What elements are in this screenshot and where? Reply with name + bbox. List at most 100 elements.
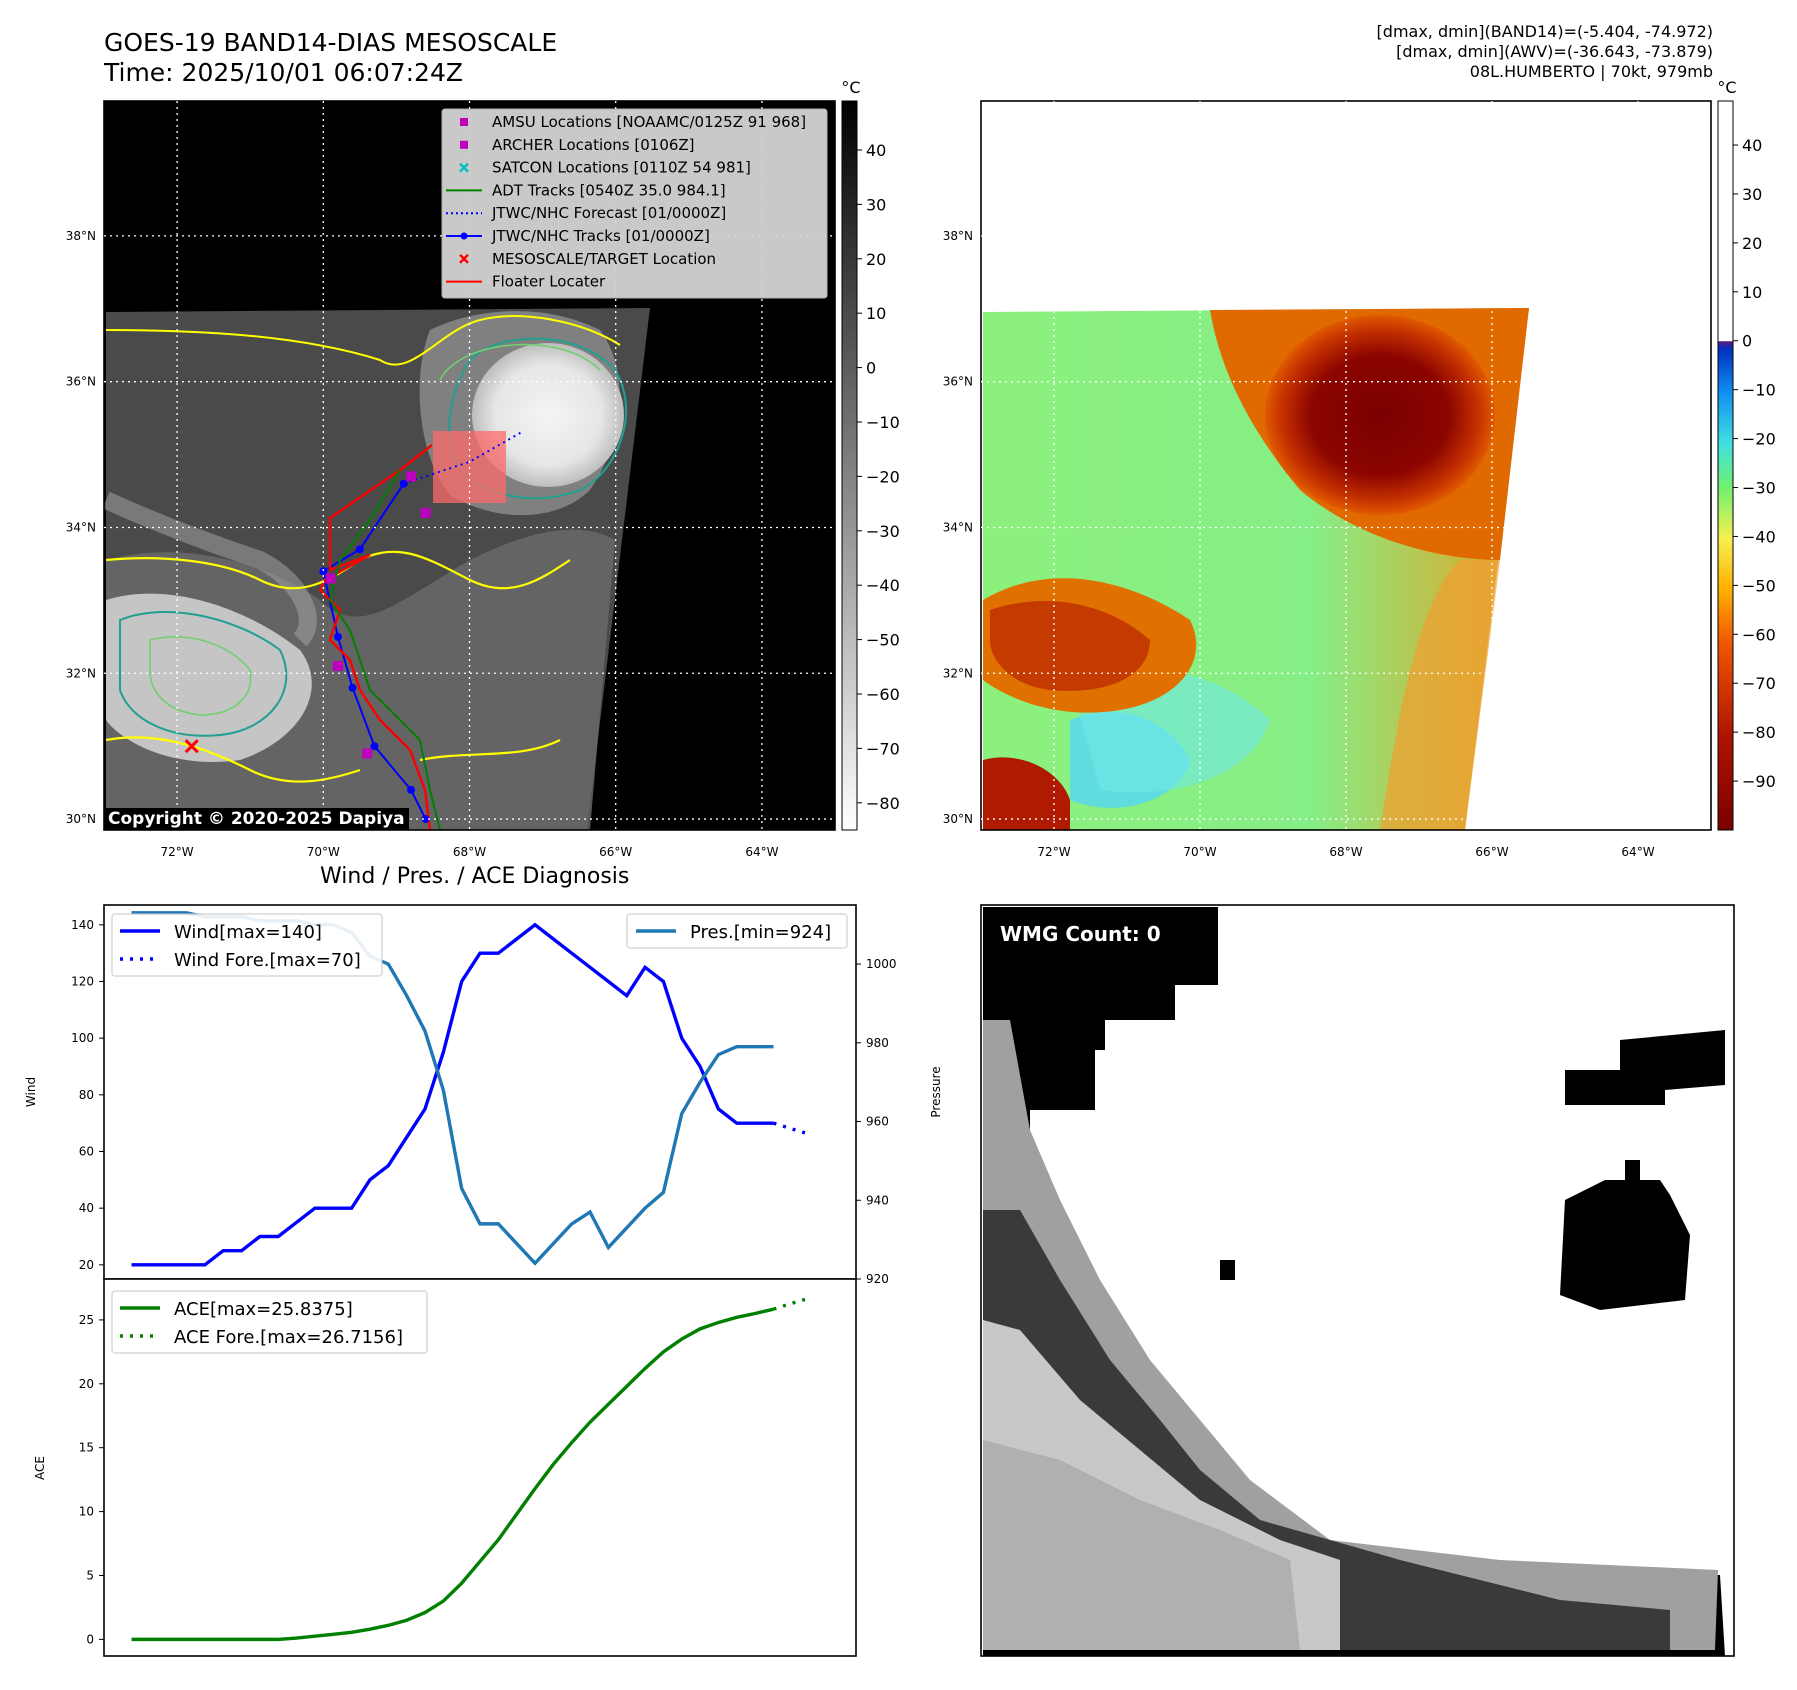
lon-tick-label: 72°W xyxy=(1037,845,1070,859)
figure-title: GOES-19 BAND14-DIAS MESOSCALE Time: 2025… xyxy=(104,28,557,88)
lat-tick-label: 38°N xyxy=(66,229,96,243)
pressure-tick-label: 940 xyxy=(866,1193,889,1207)
ace-tick-label: 25 xyxy=(79,1313,94,1327)
map-grid-right xyxy=(981,101,1711,830)
colorbar-tick-label: 0 xyxy=(1742,332,1752,351)
ace-yaxis-ticks: 0 5 10 15 20 25 xyxy=(79,1313,104,1646)
pressure-tick-label: 1000 xyxy=(866,957,897,971)
wind-ylabel: Wind xyxy=(24,1077,38,1107)
svg-text:SATCON Locations [0110Z 54 981: SATCON Locations [0110Z 54 981] xyxy=(492,159,751,177)
colorbar-tick-label: 30 xyxy=(1742,185,1762,204)
amsu-marker xyxy=(332,660,343,671)
legend-wind: Wind[max=140] xyxy=(174,922,322,943)
floater-locater-track xyxy=(318,444,433,830)
colorbar-tick-label: 20 xyxy=(866,250,886,269)
lon-tick-label: 68°W xyxy=(453,845,486,859)
target-marker xyxy=(184,739,199,754)
wind-tick-label: 20 xyxy=(79,1258,94,1272)
legend-item: SATCON Locations [0110Z 54 981] xyxy=(459,159,751,177)
ace-ylabel: ACE xyxy=(33,1456,47,1480)
storm-core xyxy=(472,343,624,487)
title-line-2: Time: 2025/10/01 06:07:24Z xyxy=(104,58,463,87)
lat-tick-label: 36°N xyxy=(943,375,973,389)
ace-series-line xyxy=(131,1307,774,1642)
jtwc-nhc-track xyxy=(322,483,427,820)
wmg-count-label: WMG Count: 0 xyxy=(1000,922,1161,946)
map-ticks-left: 72°W 70°W 68°W 66°W 64°W 38°N 36°N 34°N 32°N 30°N xyxy=(66,229,779,859)
colorbar-awv-unit: °C xyxy=(1717,78,1736,97)
lon-tick-label: 66°W xyxy=(599,845,632,859)
ace-legend: ACE[max=25.8375] ACE Fore.[max=26.7156] xyxy=(111,1290,428,1354)
legend-wind-forecast: Wind Fore.[max=70] xyxy=(174,950,361,971)
wind-series-line xyxy=(131,922,774,1267)
colorbar-gray-ticks: 40 30 20 10 0 −10 −20 −30 −40 −50 −60 −70 −80 xyxy=(857,141,900,813)
colorbar-tick-label: −30 xyxy=(866,522,900,541)
svg-text:ARCHER Locations [0106Z]: ARCHER Locations [0106Z] xyxy=(492,136,695,154)
copyright-label: Copyright © 2020-2025 Dapiya xyxy=(104,808,409,830)
colorbar-gray-unit: °C xyxy=(841,78,860,97)
legend-item: JTWC/NHC Tracks [01/0000Z] xyxy=(446,227,710,245)
amsu-marker xyxy=(420,507,431,518)
amsu-marker xyxy=(406,471,417,482)
colorbar-gray xyxy=(841,100,858,831)
lat-tick-label: 32°N xyxy=(943,666,973,680)
adt-track xyxy=(328,469,441,830)
awv-storm-core xyxy=(1265,315,1495,515)
lon-tick-label: 70°W xyxy=(307,845,340,859)
stats-line-2: [dmax, dmin](AWV)=(-36.643, -73.879) xyxy=(1396,42,1713,61)
colorbar-tick-label: 10 xyxy=(866,304,886,323)
map-legend: AMSU Locations [NOAAMC/0125Z 91 968] ARCH… xyxy=(441,108,828,299)
lon-tick-label: 72°W xyxy=(161,845,194,859)
colorbar-tick-label: 40 xyxy=(866,141,886,160)
colorbar-awv-ticks: 40 30 20 10 0 −10 −20 −30 −40 −50 −60 −70 −80 −90 xyxy=(1733,136,1776,791)
amsu-marker xyxy=(325,573,336,584)
ir-overlays xyxy=(184,431,522,830)
wind-tick-label: 40 xyxy=(79,1201,94,1215)
jtwc-track-point xyxy=(319,567,328,576)
lat-tick-label: 34°N xyxy=(66,520,96,534)
jtwc-nhc-forecast xyxy=(403,431,522,485)
legend-ace-forecast: ACE Fore.[max=26.7156] xyxy=(174,1327,403,1348)
lat-tick-label: 38°N xyxy=(943,229,973,243)
pressure-legend: Pres.[min=924] xyxy=(626,913,848,949)
svg-text:JTWC/NHC Forecast [01/0000Z]: JTWC/NHC Forecast [01/0000Z] xyxy=(491,204,726,222)
colorbar-tick-label: −20 xyxy=(1742,430,1776,449)
colorbar-tick-label: 30 xyxy=(866,195,886,214)
wmg-panel xyxy=(980,904,1735,1657)
colorbar-tick-label: −40 xyxy=(866,576,900,595)
ace-forecast-series-line xyxy=(772,1296,811,1311)
legend-item: JTWC/NHC Forecast [01/0000Z] xyxy=(446,204,726,222)
legend-item: MESOSCALE/TARGET Location xyxy=(459,250,716,268)
legend-pressure: Pres.[min=924] xyxy=(690,922,831,943)
legend-item: ARCHER Locations [0106Z] xyxy=(460,136,695,154)
pressure-tick-label: 920 xyxy=(866,1272,889,1286)
wind-tick-label: 120 xyxy=(71,975,94,989)
colorbar-tick-label: −10 xyxy=(866,413,900,432)
colorbar-tick-label: −10 xyxy=(1742,381,1776,400)
jtwc-track-point xyxy=(407,785,416,794)
wind-tick-label: 100 xyxy=(71,1031,94,1045)
lon-tick-label: 70°W xyxy=(1183,845,1216,859)
ace-tick-label: 15 xyxy=(79,1441,94,1455)
svg-text:AMSU Locations [NOAAMC/0125Z 9: AMSU Locations [NOAAMC/0125Z 91 968] xyxy=(492,113,806,131)
stats-line-3: 08L.HUMBERTO | 70kt, 979mb xyxy=(1469,62,1713,81)
map-ticks-right: 72°W 70°W 68°W 66°W 64°W 38°N 36°N 34°N 32°N 30°N xyxy=(943,229,1655,859)
colorbar-tick-label: −70 xyxy=(1742,674,1776,693)
pressure-ylabel: Pressure xyxy=(929,1066,943,1117)
wind-yaxis-ticks: 20 40 60 80 100 120 140 xyxy=(71,918,104,1272)
colorbar-tick-label: 10 xyxy=(1742,283,1762,302)
pressure-yaxis-ticks: 920 940 960 980 1000 xyxy=(856,957,897,1286)
svg-text:JTWC/NHC Tracks [01/0000Z]: JTWC/NHC Tracks [01/0000Z] xyxy=(491,227,710,245)
lon-tick-label: 64°W xyxy=(1621,845,1654,859)
jtwc-track-point xyxy=(399,479,408,488)
jtwc-track-point xyxy=(370,742,379,751)
colorbar-tick-label: −30 xyxy=(1742,479,1776,498)
pressure-tick-label: 960 xyxy=(866,1115,889,1129)
diagnosis-title: Wind / Pres. / ACE Diagnosis xyxy=(320,864,630,889)
lat-tick-label: 34°N xyxy=(943,520,973,534)
colorbar-tick-label: −40 xyxy=(1742,527,1776,546)
lat-tick-label: 30°N xyxy=(66,812,96,826)
amsu-markers xyxy=(325,471,431,759)
lon-tick-label: 64°W xyxy=(745,845,778,859)
